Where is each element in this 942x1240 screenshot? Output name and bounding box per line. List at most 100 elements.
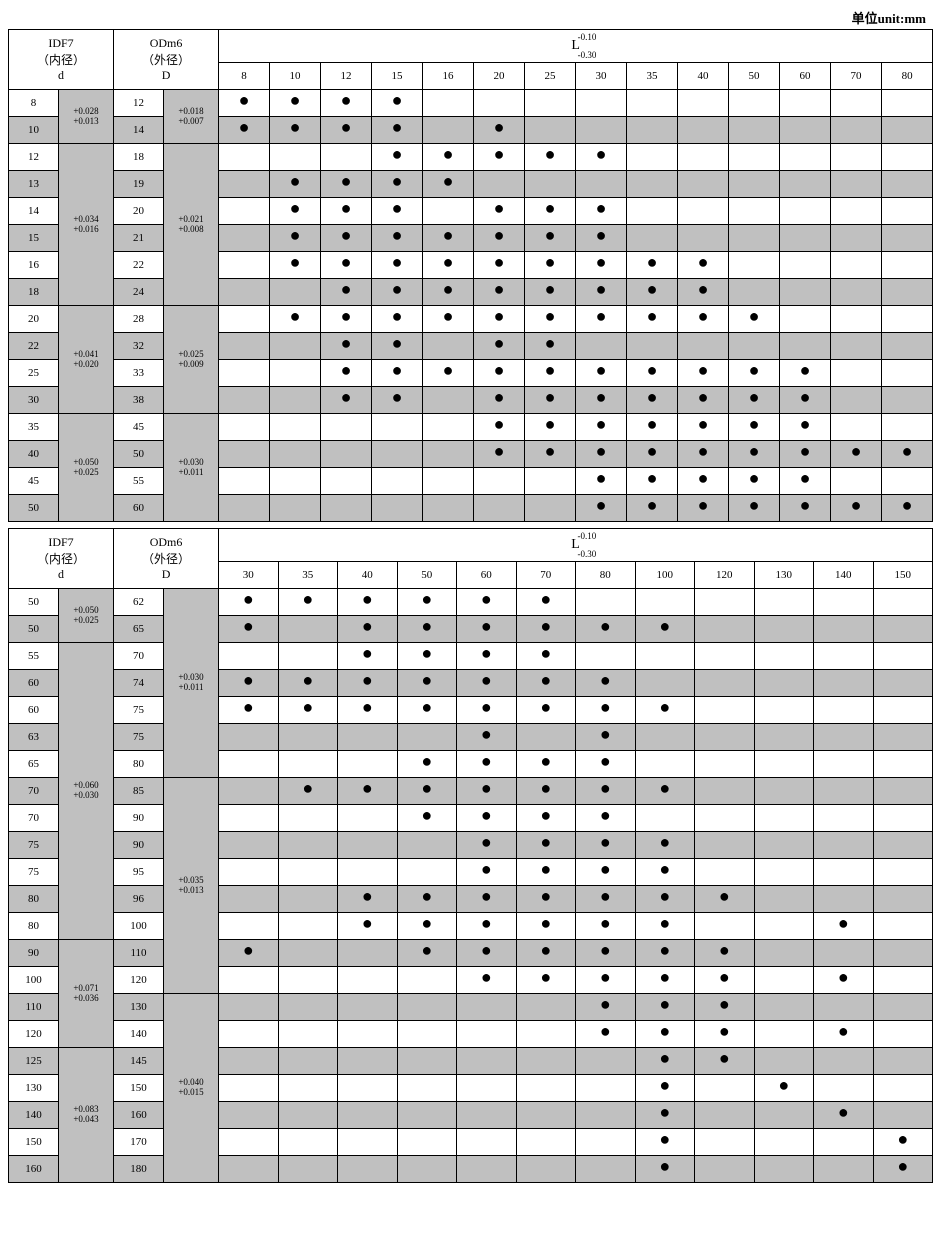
- cell-d-tol: +0.041+0.020: [59, 306, 114, 414]
- cell-dot: ●: [516, 670, 576, 697]
- cell-dot: [695, 859, 755, 886]
- cell-dot: [814, 697, 874, 724]
- cell-dot: [576, 589, 636, 616]
- cell-dot: [338, 1021, 398, 1048]
- cell-dot: [873, 724, 933, 751]
- cell-dot: ●: [516, 886, 576, 913]
- cell-dot: [219, 495, 270, 522]
- cell-dot: [397, 1156, 457, 1183]
- cell-dot: ●: [627, 306, 678, 333]
- cell-dot: [219, 252, 270, 279]
- cell-d: 90: [9, 940, 59, 967]
- header-L-col: 15: [372, 63, 423, 90]
- cell-dot: ●: [474, 441, 525, 468]
- cell-dot: [457, 1048, 517, 1075]
- cell-dot: ●: [831, 441, 882, 468]
- cell-dot: [729, 279, 780, 306]
- cell-dot: ●: [516, 940, 576, 967]
- cell-dot: [457, 1102, 517, 1129]
- cell-dot: ●: [780, 414, 831, 441]
- cell-dot: [576, 1156, 636, 1183]
- cell-dot: ●: [635, 886, 695, 913]
- cell-dot: [780, 333, 831, 360]
- cell-dot: [278, 859, 338, 886]
- unit-label: 单位unit:mm: [8, 8, 934, 27]
- cell-dot: ●: [729, 360, 780, 387]
- cell-dot: [270, 360, 321, 387]
- cell-dot: [678, 171, 729, 198]
- cell-dot: ●: [525, 198, 576, 225]
- cell-dot: ●: [338, 643, 398, 670]
- cell-dot: ●: [516, 751, 576, 778]
- cell-d: 70: [9, 805, 59, 832]
- cell-dot: [219, 994, 279, 1021]
- cell-dot: ●: [576, 751, 636, 778]
- cell-dot: ●: [882, 441, 933, 468]
- cell-dot: ●: [576, 495, 627, 522]
- cell-dot: ●: [423, 225, 474, 252]
- cell-dot: [278, 913, 338, 940]
- cell-dot: ●: [635, 778, 695, 805]
- cell-dot: [873, 913, 933, 940]
- cell-dot: [423, 387, 474, 414]
- cell-dot: ●: [474, 414, 525, 441]
- cell-d-tol: +0.050+0.025: [59, 414, 114, 522]
- cell-dot: [831, 90, 882, 117]
- cell-dot: [635, 724, 695, 751]
- cell-d: 50: [9, 495, 59, 522]
- cell-dot: [695, 1075, 755, 1102]
- header-idf7: IDF7（内径）d: [9, 30, 114, 90]
- cell-dot: [525, 468, 576, 495]
- cell-d-tol: +0.034+0.016: [59, 144, 114, 306]
- cell-D: 22: [114, 252, 164, 279]
- header-L-col: 35: [627, 63, 678, 90]
- cell-dot: ●: [278, 697, 338, 724]
- cell-d: 30: [9, 387, 59, 414]
- cell-dot: ●: [576, 414, 627, 441]
- header-L-col: 8: [219, 63, 270, 90]
- cell-dot: ●: [372, 387, 423, 414]
- cell-dot: [831, 171, 882, 198]
- cell-dot: [219, 198, 270, 225]
- cell-dot: [321, 468, 372, 495]
- cell-dot: [338, 1075, 398, 1102]
- cell-dot: [627, 171, 678, 198]
- cell-dot: ●: [219, 589, 279, 616]
- cell-d: 10: [9, 117, 59, 144]
- cell-dot: ●: [321, 387, 372, 414]
- cell-dot: [270, 468, 321, 495]
- cell-dot: [780, 198, 831, 225]
- cell-dot: ●: [372, 225, 423, 252]
- cell-dot: [882, 306, 933, 333]
- cell-dot: [754, 1129, 814, 1156]
- cell-d: 60: [9, 697, 59, 724]
- cell-dot: ●: [635, 697, 695, 724]
- cell-d: 14: [9, 198, 59, 225]
- cell-dot: ●: [627, 441, 678, 468]
- cell-dot: [729, 90, 780, 117]
- cell-dot: ●: [372, 252, 423, 279]
- cell-dot: ●: [397, 589, 457, 616]
- cell-dot: [831, 414, 882, 441]
- cell-dot: [219, 387, 270, 414]
- cell-dot: ●: [635, 1156, 695, 1183]
- cell-dot: ●: [525, 441, 576, 468]
- cell-dot: ●: [397, 940, 457, 967]
- cell-dot: [423, 495, 474, 522]
- header-L-col: 16: [423, 63, 474, 90]
- cell-dot: [474, 171, 525, 198]
- cell-dot: [338, 1156, 398, 1183]
- cell-dot: [873, 994, 933, 1021]
- cell-dot: [695, 643, 755, 670]
- cell-D: 140: [114, 1021, 164, 1048]
- cell-D: 55: [114, 468, 164, 495]
- cell-D: 50: [114, 441, 164, 468]
- cell-d-tol: +0.071+0.036: [59, 940, 114, 1048]
- cell-dot: [270, 414, 321, 441]
- cell-dot: [270, 441, 321, 468]
- cell-dot: [270, 495, 321, 522]
- cell-dot: ●: [627, 360, 678, 387]
- cell-dot: ●: [576, 279, 627, 306]
- cell-D: 19: [114, 171, 164, 198]
- cell-dot: ●: [321, 225, 372, 252]
